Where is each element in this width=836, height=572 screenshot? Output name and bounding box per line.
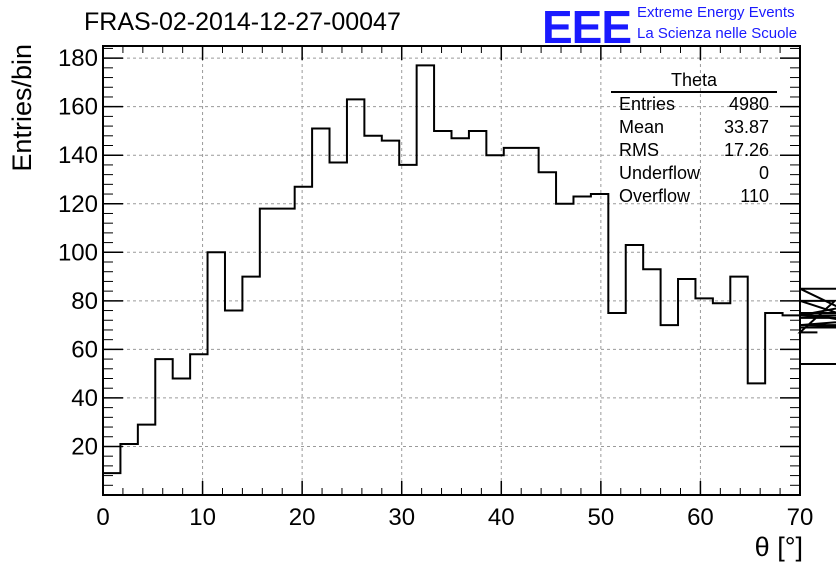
chart-title: FRAS-02-2014-12-27-00047 (84, 8, 401, 36)
stats-value: 17.26 (723, 140, 769, 160)
stats-key: Underflow (619, 163, 701, 183)
x-tick-label: 30 (388, 504, 415, 531)
y-tick-label: 100 (58, 239, 98, 266)
stats-row-rms: RMS 17.26 (611, 139, 777, 162)
stats-key: Mean (619, 117, 665, 137)
logo-caption-line1: Extreme Energy Events (637, 4, 795, 21)
y-tick-label: 160 (58, 94, 98, 121)
stats-key: Entries (619, 94, 676, 114)
plot-frame (102, 45, 801, 496)
y-tick-label: 40 (71, 385, 98, 412)
stats-value: 4980 (728, 94, 769, 114)
stats-row-overflow: Overflow 110 (611, 185, 777, 208)
eee-logo: EEE (542, 1, 632, 53)
stats-row-mean: Mean 33.87 (611, 116, 777, 139)
x-tick-label: 20 (289, 504, 316, 531)
x-axis-label: θ [°] (755, 532, 803, 562)
y-tick-label: 140 (58, 142, 98, 169)
x-tick-label: 10 (189, 504, 216, 531)
stats-value: 110 (740, 186, 769, 206)
stats-row-underflow: Underflow 0 (611, 162, 777, 185)
y-tick-label: 20 (71, 433, 98, 460)
y-tick-label: 120 (58, 191, 98, 218)
histogram-series (102, 64, 836, 495)
x-tick-label: 60 (687, 504, 714, 531)
stats-key: RMS (619, 140, 659, 160)
x-tick-label: 70 (787, 504, 814, 531)
stats-title: Theta (611, 70, 777, 93)
axis-ticks (102, 46, 801, 495)
logo-caption-line2: La Scienza nelle Scuole (637, 25, 798, 42)
x-tick-label: 40 (488, 504, 515, 531)
y-axis-label: Entries/bin (7, 44, 37, 172)
stats-value: 0 (758, 163, 769, 183)
stats-key: Overflow (619, 186, 691, 206)
stats-row-entries: Entries 4980 (611, 93, 777, 116)
y-tick-label: 60 (71, 336, 98, 363)
y-tick-label: 180 (58, 45, 98, 72)
stats-box: Theta Entries 4980 Mean 33.87 RMS 17.26 … (611, 70, 777, 210)
axis-tick-labels: 0 10 20 30 40 50 60 70 20 40 60 80 100 120 140 160 180 (58, 45, 813, 531)
y-tick-label: 80 (71, 288, 98, 315)
x-tick-label: 0 (96, 504, 109, 531)
x-tick-label: 50 (588, 504, 615, 531)
stats-value: 33.87 (723, 117, 769, 137)
